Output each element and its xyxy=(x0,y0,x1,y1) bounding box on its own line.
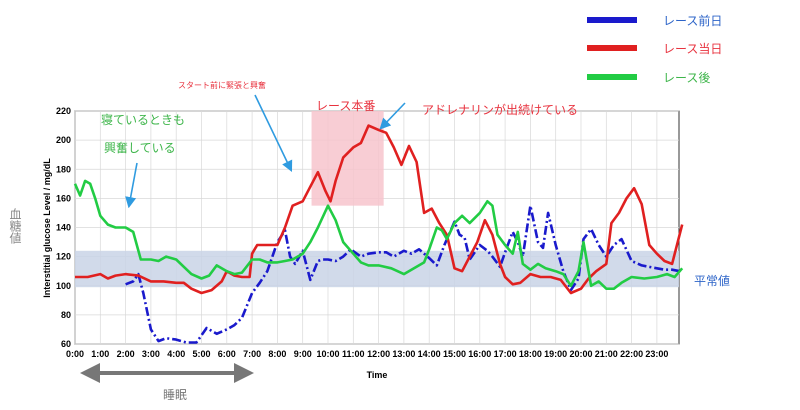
x-tick-label: 19:00 xyxy=(544,349,567,359)
y-tick-label: 100 xyxy=(56,281,71,291)
x-tick-label: 2:00 xyxy=(117,349,135,359)
legend-label-race-day: レース当日 xyxy=(663,42,723,56)
x-tick-label: 10:00 xyxy=(316,349,339,359)
adrenaline-arrow xyxy=(379,102,406,130)
x-tick-label: 1:00 xyxy=(91,349,109,359)
x-tick-label: 8:00 xyxy=(268,349,286,359)
series-line-1 xyxy=(75,124,684,295)
x-tick-label: 15:00 xyxy=(443,349,466,359)
series-line-0 xyxy=(125,204,680,344)
sleeping-arrow xyxy=(125,162,138,209)
sleep-label: 睡眠 xyxy=(163,388,188,402)
x-tick-label: 5:00 xyxy=(192,349,210,359)
y-tick-label: 60 xyxy=(61,339,71,349)
x-tick-label: 12:00 xyxy=(367,349,390,359)
x-tick-label: 0:00 xyxy=(66,349,84,359)
x-tick-label: 3:00 xyxy=(142,349,160,359)
sleeping-annotation-line1: 寝ているときも xyxy=(101,113,186,127)
x-tick-labels: 0:00 1:00 2:00 3:00 4:00 5:00 6:00 7:00 8:00 9:00… xyxy=(66,349,668,359)
x-tick-label: 9:00 xyxy=(294,349,312,359)
y-tick-labels: 60 80 100 120 140 160 180 200 220 xyxy=(56,106,71,349)
x-tick-label: 4:00 xyxy=(167,349,185,359)
y-tick-label: 160 xyxy=(56,193,71,203)
y-axis-title: Interstitial glucose Level / mg/dL xyxy=(42,158,52,298)
x-tick-label: 13:00 xyxy=(392,349,415,359)
x-tick-label: 16:00 xyxy=(468,349,491,359)
y-tick-label: 80 xyxy=(61,310,71,320)
x-tick-label: 17:00 xyxy=(494,349,517,359)
legend-label-pre-race: レース前日 xyxy=(663,14,723,28)
x-tick-label: 14:00 xyxy=(418,349,441,359)
normal-range-label: 平常値 xyxy=(694,274,731,288)
x-tick-label: 11:00 xyxy=(342,349,365,359)
legend-label-post-race: レース後 xyxy=(663,71,711,85)
x-tick-label: 22:00 xyxy=(620,349,643,359)
start-arrow xyxy=(254,94,293,173)
series-line-2 xyxy=(73,179,684,290)
y-tick-label: 140 xyxy=(56,223,71,233)
x-tick-label: 23:00 xyxy=(645,349,668,359)
x-tick-label: 6:00 xyxy=(218,349,236,359)
race-highlight-box xyxy=(311,111,384,206)
sleeping-annotation-line2: 興奮している xyxy=(104,141,176,155)
y-tick-label: 200 xyxy=(56,135,71,145)
y-tick-label: 120 xyxy=(56,252,71,262)
y-side-label: 血糖値 xyxy=(8,208,22,244)
y-tick-label: 220 xyxy=(56,106,71,116)
start-annotation: スタート前に緊張と興奮 xyxy=(178,81,266,90)
x-tick-label: 18:00 xyxy=(519,349,542,359)
x-tick-label: 21:00 xyxy=(595,349,618,359)
y-tick-label: 180 xyxy=(56,164,71,174)
x-tick-label: 20:00 xyxy=(569,349,592,359)
series-lines xyxy=(73,124,684,344)
x-tick-label: 7:00 xyxy=(243,349,261,359)
x-axis-title: Time xyxy=(367,370,388,380)
adrenaline-annotation: アドレナリンが出続けている xyxy=(422,103,579,117)
race-annotation: レース本番 xyxy=(316,99,376,113)
